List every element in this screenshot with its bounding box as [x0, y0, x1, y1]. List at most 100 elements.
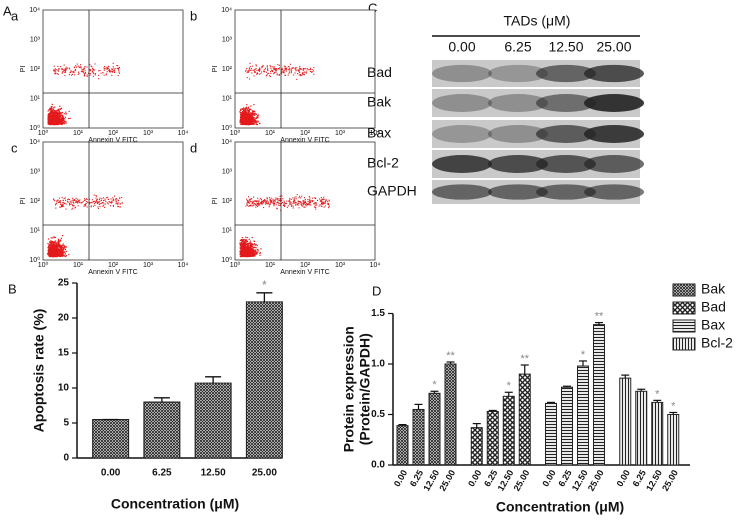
y-tick-label: 10⁰ — [29, 256, 40, 264]
dot — [274, 66, 275, 67]
dot — [66, 246, 67, 247]
dot — [74, 205, 75, 206]
dot — [63, 206, 64, 207]
dot — [299, 68, 300, 69]
dot — [53, 107, 54, 108]
dot — [60, 108, 61, 109]
dot — [255, 121, 256, 122]
dot — [92, 202, 93, 203]
dot — [309, 197, 310, 198]
dot — [243, 256, 244, 257]
dot — [64, 69, 65, 70]
dot — [277, 199, 278, 200]
dot — [275, 197, 276, 198]
dot — [251, 123, 252, 124]
dot — [249, 120, 250, 121]
dot — [320, 200, 321, 201]
dot — [61, 255, 62, 256]
dot — [111, 201, 112, 202]
dot — [116, 203, 117, 204]
significance: ** — [520, 353, 529, 365]
dot — [48, 238, 49, 239]
dot — [118, 71, 119, 72]
dot — [241, 118, 242, 119]
dot — [264, 69, 265, 70]
dot — [265, 68, 266, 69]
dot — [55, 243, 56, 244]
y-tick-label: 10⁰ — [221, 124, 232, 132]
y-tick-label: 5 — [63, 418, 69, 429]
dot — [82, 202, 83, 203]
dot — [75, 69, 76, 70]
dot — [246, 255, 247, 256]
dot — [60, 256, 61, 257]
dot — [51, 241, 52, 242]
dot — [93, 76, 94, 77]
dot — [323, 199, 324, 200]
dot — [247, 113, 248, 114]
dot — [242, 121, 243, 122]
dot — [247, 115, 248, 116]
dot — [90, 73, 91, 74]
dot — [250, 250, 251, 251]
dot — [279, 203, 280, 204]
dot — [322, 199, 323, 200]
x-tick-label: 0.00 — [392, 468, 409, 488]
dot — [274, 68, 275, 69]
dot — [250, 119, 251, 120]
dot — [254, 254, 255, 255]
dot — [240, 256, 241, 257]
bar — [578, 366, 589, 465]
significance: * — [507, 380, 512, 392]
dot — [50, 249, 51, 250]
dot — [296, 67, 297, 68]
dot — [53, 249, 54, 250]
dot — [66, 69, 67, 70]
dot — [267, 67, 268, 68]
dot — [275, 72, 276, 73]
dot — [108, 201, 109, 202]
dot — [108, 66, 109, 67]
dot — [59, 201, 60, 202]
dot — [296, 198, 297, 199]
dot — [311, 72, 312, 73]
dot — [96, 199, 97, 200]
dot — [249, 255, 250, 256]
dot — [276, 70, 277, 71]
dot — [256, 70, 257, 71]
dot — [329, 205, 330, 206]
y-tick-label: 10¹ — [222, 227, 233, 234]
dot — [58, 71, 59, 72]
dot — [301, 205, 302, 206]
dot — [294, 72, 295, 73]
dot — [54, 254, 55, 255]
subpanel-label: d — [190, 140, 197, 155]
dot — [66, 255, 67, 256]
dot — [94, 201, 95, 202]
dot — [73, 202, 74, 203]
dot — [78, 72, 79, 73]
dot — [70, 201, 71, 202]
dot — [57, 120, 58, 121]
dot — [92, 199, 93, 200]
dot — [53, 113, 54, 114]
panel-label: B — [8, 281, 17, 296]
dot — [60, 204, 61, 205]
x-tick-label: 10³ — [335, 130, 346, 137]
dot — [270, 66, 271, 67]
dot — [303, 207, 304, 208]
dot — [312, 69, 313, 70]
dot — [289, 70, 290, 71]
dot — [248, 196, 249, 197]
dot — [252, 66, 253, 67]
dot — [63, 123, 64, 124]
y-tick-label: 10² — [222, 198, 233, 205]
dot — [256, 247, 257, 248]
dot — [296, 202, 297, 203]
dot — [92, 68, 93, 69]
dot — [301, 196, 302, 197]
dot — [61, 118, 62, 119]
dot — [254, 72, 255, 73]
dot — [248, 249, 249, 250]
dot — [309, 196, 310, 197]
